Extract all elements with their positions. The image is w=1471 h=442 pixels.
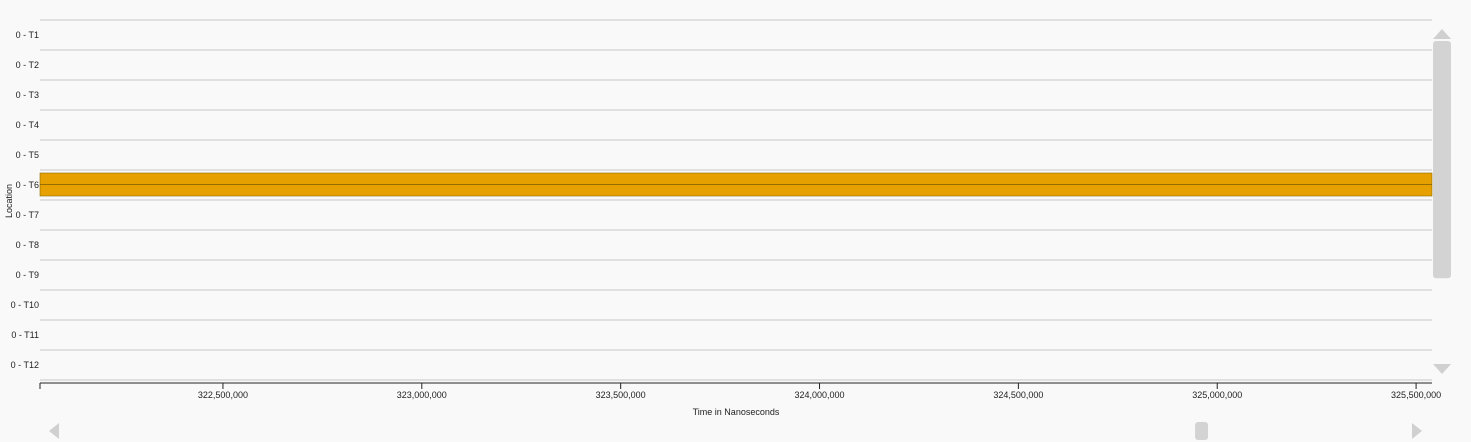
row-label: 0 - T12 xyxy=(11,360,39,370)
x-axis-tick-label: 322,500,000 xyxy=(198,390,248,400)
vertical-scrollbar[interactable] xyxy=(1433,29,1451,374)
x-axis-tick-label: 323,000,000 xyxy=(397,390,447,400)
x-axis-tick-label: 325,500,000 xyxy=(1391,390,1441,400)
rows-layer: 0 - T1 0 - T2 0 - T3 0 - T4 0 - T5 0 - T6 0 - … xyxy=(11,19,1432,381)
row-label: 0 - T8 xyxy=(16,240,39,250)
y-axis-title: Location xyxy=(4,184,14,218)
x-axis-tick-label: 325,000,000 xyxy=(1192,390,1242,400)
x-axis: 322,500,000 323,000,000 323,500,000 324,000… xyxy=(39,382,1441,400)
x-axis-tick-label: 324,000,000 xyxy=(794,390,844,400)
vertical-scrollbar-thumb[interactable] xyxy=(1433,41,1451,279)
row-label: 0 - T5 xyxy=(16,150,39,160)
row-label: 0 - T3 xyxy=(16,90,39,100)
row-label: 0 - T9 xyxy=(16,270,39,280)
row-label: 0 - T10 xyxy=(11,300,39,310)
row-label: 0 - T4 xyxy=(16,120,39,130)
scroll-right-arrow-icon[interactable] xyxy=(1412,423,1422,439)
row-label: 0 - T7 xyxy=(16,210,39,220)
x-axis-tick-label: 323,500,000 xyxy=(596,390,646,400)
x-axis-title: Time in Nanoseconds xyxy=(693,407,780,417)
scroll-down-arrow-icon[interactable] xyxy=(1433,364,1451,374)
events-layer xyxy=(39,172,1433,197)
horizontal-scrollbar-thumb[interactable] xyxy=(1195,422,1209,440)
row-label: 0 - T11 xyxy=(11,330,39,340)
row-label: 0 - T2 xyxy=(16,60,39,70)
row-label: 0 - T6 xyxy=(16,180,39,190)
x-axis-tick-label: 324,500,000 xyxy=(993,390,1043,400)
scroll-left-arrow-icon[interactable] xyxy=(49,423,59,439)
horizontal-scrollbar[interactable] xyxy=(49,422,1422,440)
scroll-up-arrow-icon[interactable] xyxy=(1433,29,1451,39)
row-label: 0 - T1 xyxy=(16,30,39,40)
